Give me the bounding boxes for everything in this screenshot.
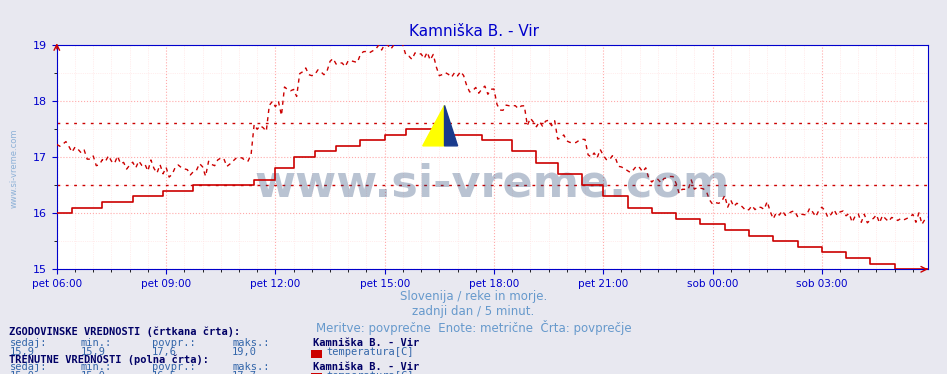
Text: TRENUTNE VREDNOSTI (polna črta):: TRENUTNE VREDNOSTI (polna črta): <box>9 354 209 365</box>
Text: Slovenija / reke in morje.: Slovenija / reke in morje. <box>400 290 547 303</box>
Text: povpr.:: povpr.: <box>152 362 195 372</box>
Text: sedaj:: sedaj: <box>9 338 47 348</box>
Text: maks.:: maks.: <box>232 338 270 348</box>
Text: 15,9: 15,9 <box>9 347 34 357</box>
Text: www.si-vreme.com: www.si-vreme.com <box>255 163 730 205</box>
Text: 19,0: 19,0 <box>232 347 257 357</box>
Polygon shape <box>444 105 457 146</box>
Polygon shape <box>422 105 444 146</box>
Text: 15,0: 15,0 <box>9 371 34 374</box>
Text: maks.:: maks.: <box>232 362 270 372</box>
Text: temperatura[C]: temperatura[C] <box>327 371 414 374</box>
Text: Meritve: povprečne  Enote: metrične  Črta: povprečje: Meritve: povprečne Enote: metrične Črta:… <box>315 320 632 335</box>
Text: Kamniška B. - Vir: Kamniška B. - Vir <box>408 24 539 39</box>
Text: Kamniška B. - Vir: Kamniška B. - Vir <box>313 362 419 372</box>
Text: 16,5: 16,5 <box>152 371 176 374</box>
Text: ZGODOVINSKE VREDNOSTI (črtkana črta):: ZGODOVINSKE VREDNOSTI (črtkana črta): <box>9 326 241 337</box>
Text: min.:: min.: <box>80 362 112 372</box>
Text: sedaj:: sedaj: <box>9 362 47 372</box>
Text: min.:: min.: <box>80 338 112 348</box>
Text: 15,0: 15,0 <box>80 371 105 374</box>
Text: 17,6: 17,6 <box>152 347 176 357</box>
Text: temperatura[C]: temperatura[C] <box>327 347 414 357</box>
Text: povpr.:: povpr.: <box>152 338 195 348</box>
Text: www.si-vreme.com: www.si-vreme.com <box>9 129 19 208</box>
Text: 15,9: 15,9 <box>80 347 105 357</box>
Text: Kamniška B. - Vir: Kamniška B. - Vir <box>313 338 419 348</box>
Text: 17,7: 17,7 <box>232 371 257 374</box>
Text: zadnji dan / 5 minut.: zadnji dan / 5 minut. <box>412 305 535 318</box>
